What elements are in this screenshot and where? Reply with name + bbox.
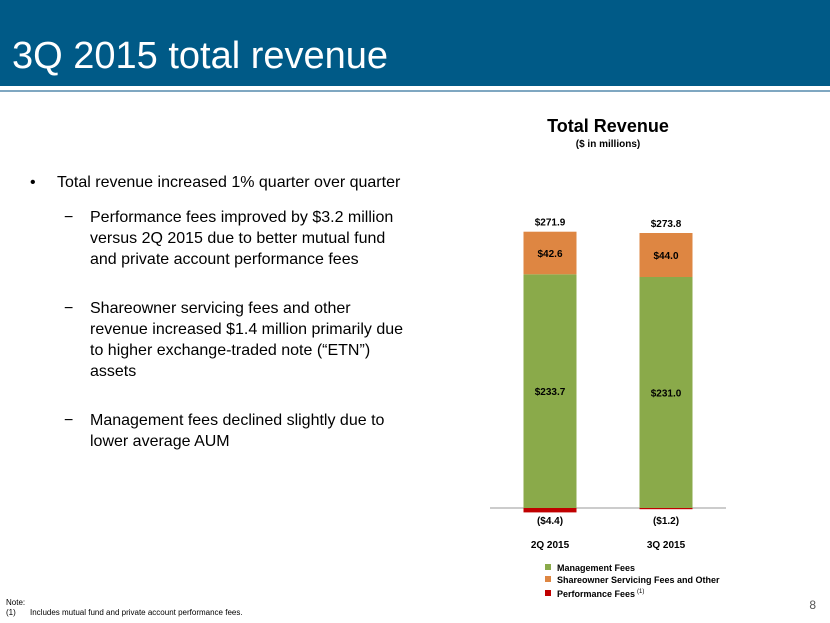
page-number: 8 [809,598,816,612]
footnote: Note: (1) Includes mutual fund and privat… [6,598,243,618]
bar-performance-2 [639,508,693,510]
data-label-performance-2: ($1.2) [653,516,679,527]
legend-item-shareowner: Shareowner Servicing Fees and Other [545,574,720,586]
legend-item-performance: Performance Fees (1) [545,586,720,599]
bar-shareowner-2 [639,233,693,277]
header-divider [0,86,830,90]
legend-item-management: Management Fees [545,562,720,574]
bar-performance-1 [523,508,577,513]
data-label-management-2: $231.0 [651,389,682,400]
bullet-main: Total revenue increased 1% quarter over … [30,172,410,193]
bullet-sub-management: Management fees declined slightly due to… [30,410,410,452]
slide-title: 3Q 2015 total revenue [12,35,389,77]
revenue-stacked-bar-chart: $233.7 $42.6 ($4.4) $271.9 2Q 2015 $231.0 $44.… [490,218,726,551]
bar-management-2 [639,277,693,508]
legend-label-management: Management Fees [557,563,636,573]
bullet-list: Total revenue increased 1% quarter over … [30,172,410,466]
x-tick-label-2: 3Q 2015 [647,540,686,551]
chart-title: Total Revenue [547,116,669,136]
legend-footnote-ref: (1) [637,589,645,595]
data-label-shareowner-2: $44.0 [653,251,678,262]
bullet-sub-shareowner: Shareowner servicing fees and other reve… [30,298,410,382]
total-label-2: $273.8 [651,219,682,230]
legend-label-shareowner: Shareowner Servicing Fees and Other [557,575,720,585]
header-bar [0,0,830,86]
data-label-management-1: $233.7 [535,387,566,398]
bullet-sub-performance: Performance fees improved by $3.2 millio… [30,207,410,270]
footnote-text: Includes mutual fund and private account… [30,608,243,617]
legend-swatch-performance [545,590,551,596]
legend-swatch-management [545,564,551,570]
legend-swatch-shareowner [545,576,551,582]
chart-legend: Management Fees Shareowner Servicing Fee… [545,562,720,599]
x-tick-label-1: 2Q 2015 [531,540,570,551]
footnote-label: Note: [6,598,26,607]
bar-shareowner-1 [523,231,577,275]
bar-management-1 [523,274,577,508]
footnote-ref: (1) [6,608,16,617]
footnote-item: (1) Includes mutual fund and private acco… [6,608,243,618]
total-label-1: $271.9 [535,218,566,229]
data-label-performance-1: ($4.4) [537,516,563,527]
data-label-shareowner-1: $42.6 [537,249,562,260]
legend-label-performance: Performance Fees [557,589,636,599]
header-divider-accent [0,90,830,92]
chart-subtitle: ($ in millions) [575,139,641,150]
